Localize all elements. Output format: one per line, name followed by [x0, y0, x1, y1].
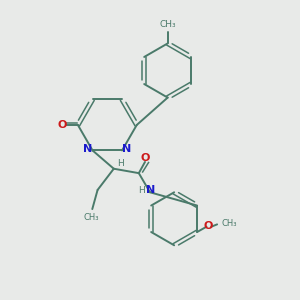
- Text: CH₃: CH₃: [83, 213, 99, 222]
- Text: H: H: [117, 159, 124, 168]
- Text: N: N: [146, 185, 155, 195]
- Text: CH₃: CH₃: [159, 20, 176, 29]
- Text: H: H: [138, 186, 145, 195]
- Text: N: N: [122, 144, 132, 154]
- Text: O: O: [141, 153, 150, 164]
- Text: O: O: [58, 120, 67, 130]
- Text: N: N: [83, 144, 92, 154]
- Text: CH₃: CH₃: [221, 219, 237, 228]
- Text: O: O: [204, 221, 213, 231]
